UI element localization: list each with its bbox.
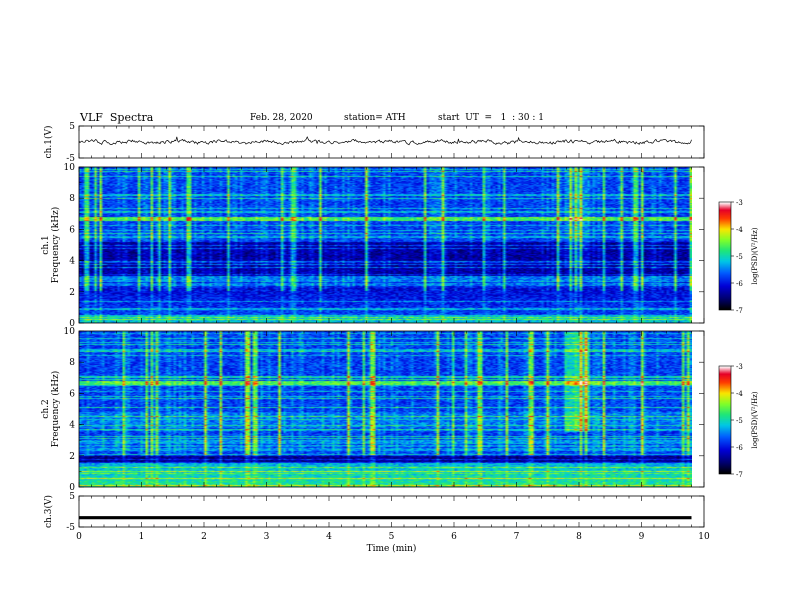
spectrogram-layer (79, 167, 731, 487)
ch2-channel-label: ch.2 (41, 399, 51, 418)
y-tick-label: 5 (69, 122, 75, 132)
colorbar-tick-label: -6 (736, 280, 743, 288)
y-tick-label: 4 (69, 257, 75, 267)
colorbar-label: log(PSD)(V²/Hz) (751, 227, 759, 284)
y-tick-label: 6 (69, 389, 75, 399)
series-layer (78, 136, 692, 520)
colorbar-tick-label: -4 (736, 390, 743, 398)
ch2-frequency-ylabel: Frequency (kHz) (50, 371, 61, 448)
y-tick-label: 2 (69, 288, 75, 298)
y-tick-label: 5 (69, 492, 75, 502)
x-tick-label: 5 (389, 532, 395, 542)
colorbar-tick-label: -6 (736, 444, 743, 452)
label-layer: 5-5ch.1(V)0246810-3-4-5-6-7log(PSD)(V²/H… (41, 122, 759, 554)
y-tick-label: 10 (64, 163, 76, 173)
start-time-label: start UT = 1 : 30 : 1 (438, 113, 544, 123)
y-tick-label: -5 (66, 523, 75, 533)
colorbar-tick-label: -5 (736, 253, 743, 261)
time-xlabel: Time (min) (367, 543, 417, 554)
y-tick-label: 10 (64, 327, 76, 337)
axes-layer (78, 125, 734, 528)
x-tick-label: 0 (76, 532, 82, 542)
y-tick-label: 6 (69, 225, 75, 235)
colorbar-ch2 (719, 366, 731, 474)
y-tick-label: 0 (69, 483, 75, 493)
ch1-voltage-ylabel: ch.1(V) (43, 126, 54, 159)
colorbar-tick-label: -5 (736, 417, 743, 425)
colorbar-tick-label: -7 (736, 307, 743, 315)
x-tick-label: 10 (698, 532, 710, 542)
ch1-frequency-ylabel: Frequency (kHz) (50, 207, 61, 284)
y-tick-label: 4 (69, 421, 75, 431)
x-tick-label: 8 (576, 532, 582, 542)
spectrogram-image-ch1 (79, 167, 692, 323)
colorbar-label: log(PSD)(V²/Hz) (751, 391, 759, 448)
x-tick-label: 3 (264, 532, 270, 542)
x-tick-label: 9 (639, 532, 645, 542)
y-tick-label: 8 (69, 358, 75, 368)
ch3-voltage-ylabel: ch.3(V) (43, 495, 54, 528)
station-label: station= ATH (344, 113, 406, 123)
spectrogram-image-ch2 (79, 331, 692, 487)
ch1-channel-label: ch.1 (41, 235, 51, 254)
x-tick-label: 2 (201, 532, 207, 542)
y-tick-label: -5 (66, 154, 75, 164)
x-tick-label: 6 (451, 532, 457, 542)
date-label: Feb. 28, 2020 (250, 113, 313, 123)
colorbar-tick-label: -3 (736, 363, 743, 371)
colorbar-tick-label: -3 (736, 199, 743, 207)
x-tick-label: 1 (139, 532, 145, 542)
colorbar-ch1 (719, 202, 731, 310)
y-tick-label: 2 (69, 452, 75, 462)
x-tick-label: 7 (514, 532, 520, 542)
colorbar-tick-label: -4 (736, 226, 743, 234)
chart-title: VLF Spectra (80, 111, 154, 124)
y-tick-label: 0 (69, 319, 75, 329)
x-tick-label: 4 (326, 532, 332, 542)
colorbar-tick-label: -7 (736, 471, 743, 479)
y-tick-label: 8 (69, 194, 75, 204)
ch1-waveform-line (78, 136, 692, 146)
